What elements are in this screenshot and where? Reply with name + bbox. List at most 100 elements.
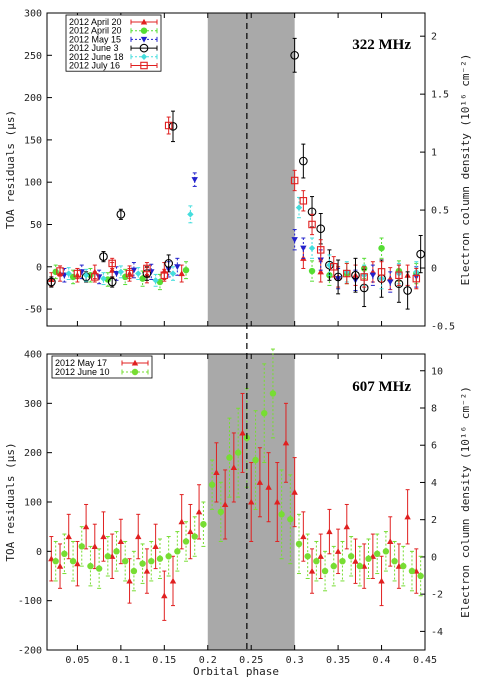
data-point — [108, 257, 116, 269]
x-tick-label: 0.25 — [239, 655, 263, 666]
y-tick-label: 250 — [24, 51, 42, 62]
legend-entry: 2012 June 18 — [69, 52, 124, 62]
data-point — [339, 540, 346, 582]
y-tick-label: -200 — [18, 646, 42, 657]
data-point — [290, 169, 299, 192]
data-point — [104, 536, 112, 577]
x-tick-label: 0.15 — [152, 655, 176, 666]
data-point — [308, 548, 316, 594]
data-point — [143, 548, 151, 594]
data-point — [156, 538, 164, 579]
data-point — [160, 268, 169, 282]
data-point — [400, 545, 407, 587]
data-point — [360, 266, 368, 288]
data-point — [169, 266, 177, 281]
y-tick-label: 0 — [36, 262, 42, 273]
y2-tick-label: -0.5 — [431, 322, 455, 333]
data-point — [52, 540, 59, 582]
data-point — [169, 555, 177, 607]
data-point — [213, 442, 220, 503]
data-point — [343, 503, 350, 550]
data-point — [178, 494, 185, 550]
data-point — [117, 265, 125, 279]
data-point — [298, 143, 308, 179]
data-point — [313, 540, 320, 582]
data-point — [78, 526, 85, 567]
data-point — [82, 503, 90, 550]
data-point — [152, 523, 159, 570]
data-point — [387, 516, 394, 567]
data-point — [161, 570, 168, 621]
y2-axis-label: Electron column density (10¹⁶ cm⁻²) — [459, 386, 472, 618]
data-point — [82, 268, 90, 282]
data-point — [95, 548, 103, 589]
data-point — [391, 540, 398, 582]
data-point — [287, 474, 294, 565]
data-point — [152, 273, 159, 287]
y2-tick-label: 2 — [431, 515, 437, 526]
legend-entry: 2012 June 10 — [55, 367, 110, 377]
y-tick-label: -50 — [24, 305, 42, 316]
y-tick-label: 50 — [30, 220, 42, 231]
y-tick-label: 100 — [24, 498, 42, 509]
plot-frame — [46, 12, 426, 327]
legend-entry: 2012 May 15 — [69, 34, 121, 44]
data-point — [100, 511, 107, 562]
data-point — [182, 261, 190, 280]
data-point — [326, 508, 333, 555]
data-point — [91, 271, 99, 283]
data-point — [130, 262, 138, 279]
x-tick-label: 0.1 — [112, 655, 130, 666]
data-point — [226, 417, 233, 498]
data-point — [261, 363, 268, 464]
data-point — [333, 259, 343, 295]
data-point — [290, 37, 300, 73]
data-point — [299, 190, 308, 212]
data-point — [99, 251, 108, 263]
data-point — [87, 545, 94, 587]
data-point — [265, 452, 272, 523]
data-point — [74, 540, 81, 587]
data-point — [61, 533, 68, 575]
data-point — [252, 410, 259, 510]
eclipse-band — [207, 13, 295, 326]
data-point — [351, 257, 360, 293]
data-point — [200, 501, 207, 547]
data-point — [117, 518, 125, 565]
y-tick-label: 0 — [36, 547, 42, 558]
data-point — [56, 543, 64, 589]
data-point — [191, 516, 198, 557]
data-point — [300, 237, 307, 259]
data-point — [221, 469, 229, 540]
series-0 — [48, 392, 420, 621]
x-tick-label: 0.35 — [326, 655, 350, 666]
data-point — [168, 110, 178, 143]
panel-607mhz: -200 -100 0 100 200 300 400 -4 -2 0 2 4 6 8 10 0.05 0.1 0… — [4, 348, 472, 666]
data-point — [195, 484, 203, 540]
data-point — [304, 533, 311, 579]
y2-tick-label: 0.5 — [431, 206, 449, 217]
data-point — [404, 489, 411, 545]
data-point — [417, 555, 424, 597]
data-point — [139, 543, 146, 584]
data-point — [321, 550, 329, 592]
data-point — [291, 229, 298, 251]
data-point — [187, 503, 194, 560]
y2-tick-label: 0 — [431, 552, 437, 563]
data-point — [291, 457, 298, 528]
data-point — [208, 459, 216, 510]
y-tick-label: 150 — [24, 135, 42, 146]
data-point — [187, 205, 194, 224]
data-point — [116, 208, 126, 220]
data-point — [135, 513, 142, 560]
data-point — [174, 531, 181, 572]
y-tick-label: 200 — [24, 93, 42, 104]
data-point — [365, 538, 372, 579]
y2-tick-label: 1 — [431, 148, 437, 159]
frequency-label: 607 MHz — [352, 379, 411, 395]
data-point — [95, 269, 103, 285]
data-point — [48, 536, 55, 582]
data-point — [234, 407, 242, 498]
